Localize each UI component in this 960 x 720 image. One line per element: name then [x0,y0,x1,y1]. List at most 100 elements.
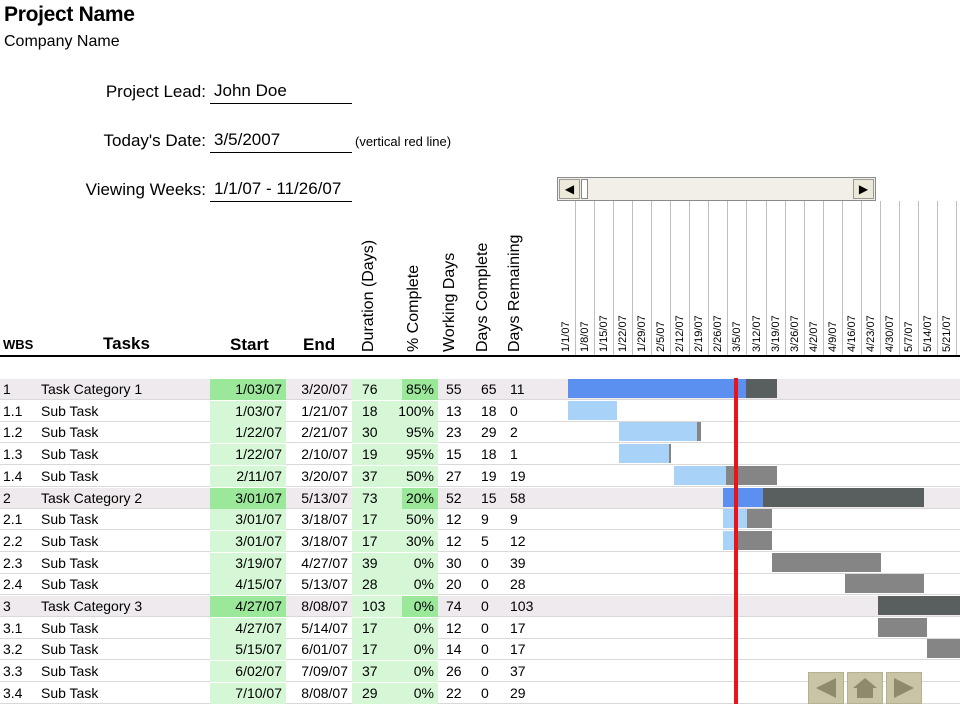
days-complete-cell: 19 [481,468,497,484]
days-remaining-cell: 37 [510,663,526,679]
start-cell-fill [210,488,286,509]
task-row[interactable] [0,574,960,595]
duration-cell: 37 [362,663,378,679]
duration-cell: 18 [362,403,378,419]
start-cell: 1/03/07 [235,403,282,419]
header-divider [0,355,960,357]
days-complete-cell: 0 [481,663,489,679]
start-cell: 1/22/07 [235,424,282,440]
week-scrollbar[interactable]: ◀ ▶ [557,177,876,201]
task-name-cell: Sub Task [41,641,99,657]
duration-cell: 17 [362,641,378,657]
week-grid-line [613,201,615,355]
task-row[interactable] [0,444,960,465]
week-header-label: 2/12/07 [674,315,687,352]
task-row[interactable] [0,618,960,639]
end-cell: 8/08/07 [301,598,348,614]
week-grid-line [956,201,957,355]
start-cell-fill [210,683,286,704]
wbs-cell: 2.2 [3,533,23,549]
week-header-label: 4/2/07 [807,321,820,352]
end-cell: 3/18/07 [301,533,348,549]
end-cell: 1/21/07 [301,403,348,419]
week-header-label: 1/29/07 [636,315,649,352]
task-row[interactable] [0,509,960,530]
scroll-right-button[interactable]: ▶ [853,179,874,199]
home-icon [853,678,877,698]
task-row[interactable] [0,683,960,704]
duration-cell: 30 [362,424,378,440]
working-days-cell: 12 [446,620,462,636]
days-complete-cell: 18 [481,403,497,419]
percent-complete-cell: 100% [398,403,434,419]
percent-cell-fill [402,444,438,465]
task-row[interactable] [0,401,960,422]
working-days-cell: 55 [446,381,462,397]
duration-cell: 17 [362,511,378,527]
viewing-weeks-field[interactable]: 1/1/07 - 11/26/07 [210,179,352,202]
task-name-cell: Sub Task [41,511,99,527]
duration-cell-fill [352,488,402,509]
start-cell-fill [210,639,286,660]
days-complete-cell: 5 [481,533,489,549]
week-grid-line [632,201,634,355]
task-row[interactable] [0,639,960,660]
gantt-bar-remaining [737,531,772,550]
col-header-days-complete: Days Complete [474,242,491,352]
wbs-cell: 1.3 [3,446,23,462]
working-days-cell: 52 [446,490,462,506]
start-cell-fill [210,574,286,595]
start-cell: 3/01/07 [235,511,282,527]
week-grid-line [708,201,710,355]
working-days-cell: 13 [446,403,462,419]
working-days-cell: 14 [446,641,462,657]
percent-complete-cell: 85% [405,381,434,397]
start-cell-fill [210,444,286,465]
home-button[interactable] [847,672,883,704]
percent-complete-cell: 0% [413,620,434,636]
next-button[interactable] [886,672,922,704]
task-name-cell: Task Category 3 [41,598,143,614]
week-header-label: 4/30/07 [883,315,896,352]
days-complete-cell: 15 [481,490,497,506]
start-cell-fill [210,379,286,400]
previous-button[interactable] [808,672,844,704]
percent-cell-fill [402,596,438,617]
project-lead-field[interactable]: John Doe [210,81,352,104]
duration-cell: 39 [362,555,378,571]
task-name-cell: Sub Task [41,446,99,462]
days-complete-cell: 0 [481,685,489,701]
gantt-bar-remaining [877,596,960,615]
task-row[interactable] [0,661,960,682]
task-name-cell: Task Category 1 [41,381,143,397]
days-remaining-cell: 11 [510,381,525,397]
percent-complete-cell: 0% [413,576,434,592]
todays-date-label: Today's Date: [103,131,206,150]
scrollbar-thumb[interactable] [581,179,588,199]
percent-complete-cell: 20% [405,490,434,506]
wbs-cell: 2 [3,490,11,506]
start-cell: 7/10/07 [235,685,282,701]
todays-date-field[interactable]: 3/5/2007 [210,130,352,153]
percent-complete-cell: 50% [405,468,434,484]
week-header-label: 2/5/07 [655,321,668,352]
week-header-label: 5/14/07 [921,315,934,352]
start-cell-fill [210,531,286,552]
task-row[interactable] [0,422,960,443]
working-days-cell: 22 [446,685,462,701]
duration-cell: 17 [362,620,378,636]
percent-complete-cell: 0% [413,663,434,679]
end-cell: 8/08/07 [301,685,348,701]
percent-complete-cell: 95% [405,424,434,440]
col-header-duration: Duration (Days) [360,239,377,352]
working-days-cell: 12 [446,533,462,549]
task-row[interactable] [0,466,960,487]
task-row[interactable] [0,531,960,552]
task-row[interactable] [0,553,960,574]
days-remaining-cell: 2 [510,424,518,440]
today-line [733,378,738,704]
week-grid-line [898,201,900,355]
scroll-left-button[interactable]: ◀ [559,179,580,199]
week-header-label: 5/21/07 [941,315,953,352]
end-cell: 6/01/07 [301,641,348,657]
